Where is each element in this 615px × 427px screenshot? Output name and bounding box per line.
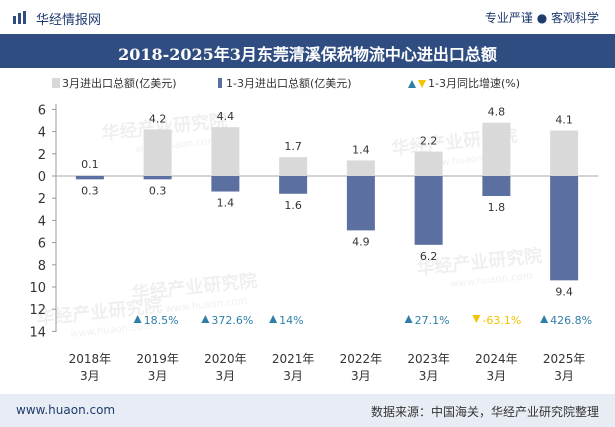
x-tick-label-month: 3月 bbox=[216, 369, 236, 383]
bar-monthly bbox=[75, 174, 104, 176]
legend-label-growth: 1-3月同比增速(%) bbox=[428, 76, 520, 90]
growth-label: 372.6% bbox=[211, 314, 253, 327]
bar-monthly bbox=[279, 157, 308, 176]
y-tick-label: 10 bbox=[29, 281, 46, 296]
bar-ytd bbox=[279, 176, 308, 194]
legend-triangle-up bbox=[408, 80, 416, 88]
bar-ytd-label: 0.3 bbox=[149, 184, 167, 197]
y-tick-label: 6 bbox=[38, 237, 46, 252]
title-bar: 2018-2025年3月东莞清溪保税物流中心进出口总额 bbox=[0, 34, 615, 68]
x-tick-label-year: 2024年 bbox=[475, 352, 518, 366]
y-tick-label: 0 bbox=[38, 170, 46, 185]
bar-ytd bbox=[482, 176, 511, 196]
x-tick-label-year: 2018年 bbox=[69, 352, 112, 366]
x-tick-label-month: 3月 bbox=[554, 369, 574, 383]
bar-ytd bbox=[550, 176, 579, 281]
bar-ytd bbox=[143, 176, 172, 180]
top-bar: 华经情报网 专业严谨 ● 客观科学 bbox=[0, 0, 615, 34]
bar-ytd-label: 1.6 bbox=[284, 199, 302, 212]
bar-monthly-label: 1.4 bbox=[352, 143, 370, 156]
growth-triangle-up bbox=[404, 315, 413, 323]
y-tick-label: 2 bbox=[38, 148, 46, 163]
y-tick-label: 4 bbox=[38, 126, 46, 141]
bar-ytd bbox=[414, 176, 443, 245]
bar-monthly-label: 4.2 bbox=[149, 112, 167, 125]
bar-monthly bbox=[550, 130, 579, 176]
bar-monthly-label: 1.7 bbox=[284, 140, 302, 153]
x-tick-label-month: 3月 bbox=[487, 369, 507, 383]
x-tick-label-year: 2021年 bbox=[272, 352, 315, 366]
bar-monthly-label: 0.1 bbox=[81, 158, 99, 171]
y-tick-label: 14 bbox=[29, 325, 46, 340]
y-tick-label: 12 bbox=[29, 303, 46, 318]
bar-monthly-label: 4.4 bbox=[217, 110, 235, 123]
bar-ytd-label: 1.4 bbox=[217, 197, 235, 210]
bar-monthly bbox=[482, 122, 511, 176]
growth-triangle-up bbox=[133, 315, 142, 323]
bar-ytd-label: 1.8 bbox=[488, 201, 506, 214]
growth-label: -63.1% bbox=[482, 314, 521, 327]
legend-swatch-monthly bbox=[52, 78, 60, 88]
growth-label: 18.5% bbox=[144, 314, 179, 327]
x-tick-label-year: 2025年 bbox=[543, 352, 586, 366]
bar-monthly bbox=[211, 127, 240, 176]
bar-ytd-label: 0.3 bbox=[81, 184, 99, 197]
x-tick-label-month: 3月 bbox=[148, 369, 168, 383]
bar-monthly-label: 4.8 bbox=[488, 106, 506, 119]
data-source: 数据来源：中国海关，华经产业研究院整理 bbox=[370, 405, 599, 419]
bar-ytd bbox=[346, 176, 375, 231]
bar-monthly-label: 4.1 bbox=[555, 113, 573, 126]
bar-monthly bbox=[346, 160, 375, 176]
y-tick-label: 8 bbox=[38, 259, 46, 274]
bar-monthly-label: 2.2 bbox=[420, 135, 438, 148]
growth-label: 27.1% bbox=[415, 314, 450, 327]
y-tick-label: 4 bbox=[38, 214, 46, 229]
bar-ytd bbox=[75, 176, 104, 180]
bar-ytd bbox=[211, 176, 240, 192]
legend-label-monthly: 3月进出口总额(亿美元) bbox=[62, 76, 177, 90]
legend-label-ytd: 1-3月进出口总额(亿美元) bbox=[226, 76, 352, 90]
x-tick-label-month: 3月 bbox=[80, 369, 100, 383]
x-tick-label-year: 2019年 bbox=[136, 352, 179, 366]
logo-text: 华经情报网 bbox=[36, 13, 102, 28]
chart-title: 2018-2025年3月东莞清溪保税物流中心进出口总额 bbox=[118, 45, 497, 64]
legend-triangle-down bbox=[418, 80, 426, 88]
footer-bar: www.huaon.com 数据来源：中国海关，华经产业研究院整理 bbox=[0, 394, 615, 427]
tagline: 专业严谨 ● 客观科学 bbox=[484, 11, 599, 25]
growth-triangle-down bbox=[472, 315, 481, 323]
logo-icon bbox=[13, 11, 26, 24]
bar-ytd-label: 4.9 bbox=[352, 235, 370, 248]
bar-monthly bbox=[414, 151, 443, 176]
y-tick-label: 2 bbox=[38, 192, 46, 207]
growth-label: 426.8% bbox=[550, 314, 592, 327]
bar-monthly bbox=[143, 129, 172, 176]
x-tick-label-year: 2020年 bbox=[204, 352, 247, 366]
website-link[interactable]: www.huaon.com bbox=[16, 403, 116, 417]
growth-triangle-up bbox=[269, 315, 278, 323]
bar-ytd-label: 9.4 bbox=[555, 285, 573, 298]
bar-ytd-label: 6.2 bbox=[420, 250, 438, 263]
growth-triangle-up bbox=[201, 315, 210, 323]
x-tick-label-month: 3月 bbox=[283, 369, 303, 383]
legend-swatch-ytd bbox=[218, 78, 222, 88]
x-tick-label-year: 2022年 bbox=[340, 352, 383, 366]
growth-label: 14% bbox=[279, 314, 303, 327]
x-tick-label-month: 3月 bbox=[419, 369, 439, 383]
x-tick-label-month: 3月 bbox=[351, 369, 371, 383]
x-tick-label-year: 2023年 bbox=[407, 352, 450, 366]
y-tick-label: 6 bbox=[38, 103, 46, 118]
growth-triangle-up bbox=[540, 315, 549, 323]
